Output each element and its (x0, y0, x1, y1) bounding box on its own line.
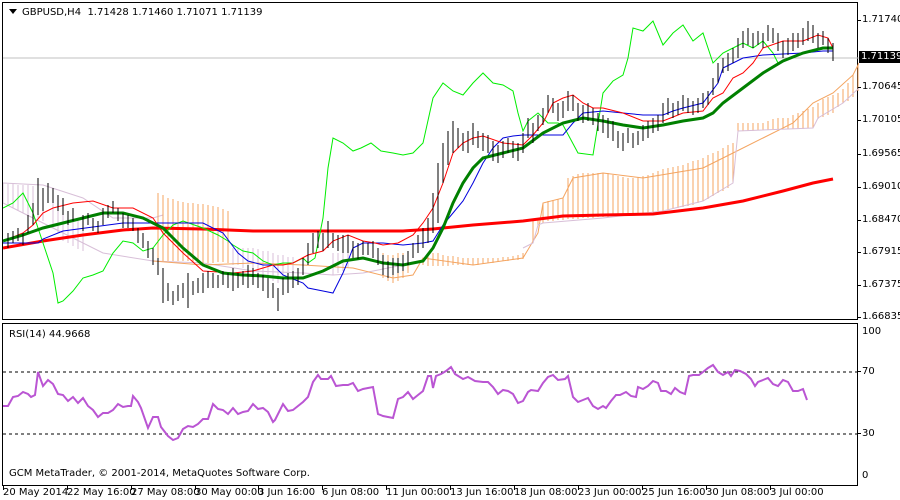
time-label: 23 Jun 00:00 (578, 487, 642, 498)
rsi-tick (858, 371, 861, 372)
price-chart-panel[interactable]: GBPUSD,H4 1.71428 1.71460 1.71071 1.7113… (2, 2, 859, 320)
time-label: 6 Jun 08:00 (322, 487, 380, 498)
price-label: 1.67915 (862, 246, 900, 257)
price-tick (858, 220, 861, 221)
low-value: 1.71071 (176, 7, 218, 18)
symbol-label: GBPUSD,H4 (22, 7, 82, 18)
price-tick (858, 20, 861, 21)
time-tick (67, 486, 68, 490)
time-tick (322, 486, 323, 490)
copyright-text: GCM MetaTrader, © 2001-2014, MetaQuotes … (9, 468, 310, 479)
rsi-level-label: 100 (862, 326, 882, 337)
rsi-title: RSI(14) 44.9668 (9, 329, 91, 340)
candlesticks (7, 21, 834, 311)
time-label: 30 May 00:00 (195, 487, 264, 498)
price-tick (858, 154, 861, 155)
dropdown-triangle-icon[interactable] (9, 9, 17, 14)
rsi-level-label: 30 (862, 428, 875, 439)
time-tick (706, 486, 707, 490)
price-label: 1.71740 (862, 14, 900, 25)
time-label: 3 Jul 00:00 (770, 487, 824, 498)
time-tick (642, 486, 643, 490)
rsi-level-label: 70 (862, 366, 875, 377)
time-label: 25 Jun 16:00 (642, 487, 706, 498)
rsi-level-label: 0 (862, 470, 869, 481)
close-value: 1.71139 (221, 7, 263, 18)
time-label: 22 May 16:00 (67, 487, 136, 498)
price-label: 1.70105 (862, 114, 900, 125)
price-tick (858, 317, 861, 318)
time-tick (770, 486, 771, 490)
time-tick (3, 486, 4, 490)
time-label: 20 May 2014 (3, 487, 69, 498)
time-label: 13 Jun 16:00 (450, 487, 514, 498)
time-label: 3 Jun 16:00 (258, 487, 316, 498)
rsi-indicator-panel[interactable]: RSI(14) 44.9668 GCM MetaTrader, © 2001-2… (2, 323, 859, 486)
price-label: 1.68470 (862, 214, 900, 225)
price-tick (858, 120, 861, 121)
time-tick (514, 486, 515, 490)
time-tick (578, 486, 579, 490)
ma-fast-line (3, 46, 833, 280)
time-tick (258, 486, 259, 490)
time-label: 18 Jun 08:00 (514, 487, 578, 498)
price-tick (858, 252, 861, 253)
rsi-line (3, 363, 808, 442)
price-label: 1.66835 (862, 311, 900, 322)
price-tick (858, 87, 861, 88)
time-tick (195, 486, 196, 490)
price-tick (858, 285, 861, 286)
price-label: 1.69010 (862, 181, 900, 192)
price-plot (3, 20, 859, 311)
price-tick (858, 187, 861, 188)
rsi-tick (858, 433, 861, 434)
current-price-tag: 1.71139 (859, 51, 900, 63)
price-label: 1.67375 (862, 279, 900, 290)
time-tick (131, 486, 132, 490)
price-label: 1.69565 (862, 148, 900, 159)
chart-title: GBPUSD,H4 1.71428 1.71460 1.71071 1.7113… (9, 7, 262, 18)
high-value: 1.71460 (131, 7, 174, 18)
time-tick (386, 486, 387, 490)
time-label: 11 Jun 00:00 (386, 487, 450, 498)
chikou-line (3, 20, 779, 304)
time-label: 30 Jun 08:00 (706, 487, 770, 498)
price-label: 1.70645 (862, 81, 900, 92)
open-value: 1.71428 (87, 7, 129, 18)
time-label: 27 May 08:00 (131, 487, 200, 498)
rsi-plot (3, 363, 859, 442)
time-tick (450, 486, 451, 490)
